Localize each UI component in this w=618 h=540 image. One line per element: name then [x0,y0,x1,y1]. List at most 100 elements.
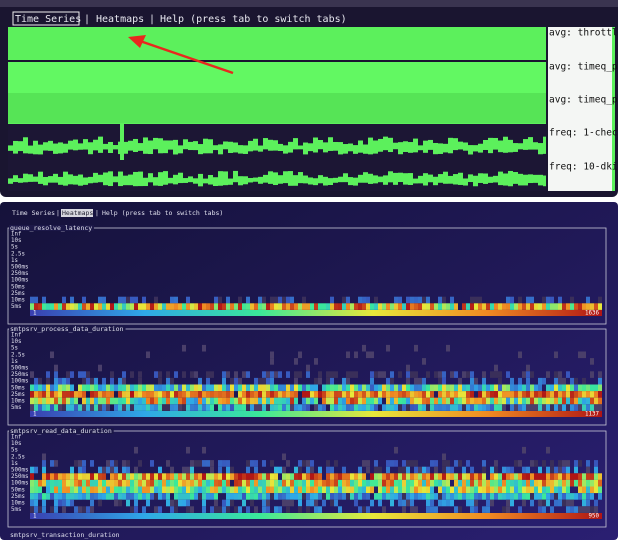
series-bar [328,137,333,151]
tab[interactable]: Help (press tab to switch tabs) [102,209,223,217]
heatmap-cell [94,486,98,494]
heatmap-cell [46,397,50,405]
heatmap-cell [370,404,374,411]
heatmap-cell [70,486,74,494]
heatmap-cell [114,466,118,474]
heatmap-cell [366,460,370,467]
spike [120,124,124,160]
heatmap-cell [202,303,206,310]
heatmap-cell [238,404,242,411]
heatmap-cell [34,506,38,513]
heatmap-cell [458,391,462,398]
heatmap-cell [50,303,54,310]
tab[interactable]: Time Series [15,14,81,25]
heatmap-cell [270,296,274,304]
heatmap-cell [510,384,514,392]
heatmap-cell [598,296,602,304]
heatmap-cell [406,371,410,378]
heatmap-cell [566,397,570,405]
heatmap-cell [586,473,590,480]
heatmap-cell [306,466,310,474]
heatmap-cell [102,473,106,480]
heatmap-cell [366,404,370,411]
heatmap-cell [62,391,66,398]
series-bar [303,175,308,184]
heatmap-cell [238,479,242,487]
series-bar [18,141,23,152]
heatmap-cell [566,460,570,467]
heatmap-cell [410,296,414,304]
heatmap-cell [186,486,190,494]
heatmap-cell [450,493,454,500]
heatmap-cell [266,377,270,385]
heatmap-cell [74,460,78,467]
heatmap-cell [394,493,398,500]
heatmap-cell [38,384,42,392]
heatmap-cell [366,493,370,500]
heatmap-cell [462,391,466,398]
heatmap-cell [346,384,350,392]
heatmap-cell [150,473,154,480]
tab[interactable]: Heatmaps [96,14,144,25]
heatmap-cell [390,473,394,480]
heatmap-cell [74,391,78,398]
heatmap-cell [346,479,350,487]
heatmap-cell [202,499,206,507]
heatmap-cell [62,397,66,405]
heatmap-cell [158,397,162,405]
heatmap-cell [274,296,278,304]
heatmap-cell [442,384,446,392]
heatmap-cell [274,493,278,500]
heatmap-cell [562,479,566,487]
series-bar [518,173,523,186]
heatmap-cell [550,384,554,392]
heatmap-cell [98,493,102,500]
series-bar [288,171,293,186]
heatmap-cell [410,479,414,487]
heatmap-cell [306,493,310,500]
heatmap-cell [422,303,426,310]
heatmap-cell [110,466,114,474]
series-bar [513,143,518,152]
heatmap-cell [262,397,266,405]
heatmap-cell [314,404,318,411]
tab[interactable]: Time Series [12,209,55,217]
heatmap-cell [554,351,558,359]
heatmap-cell [558,303,562,310]
series-bar [238,176,243,186]
heatmap-cell [410,506,414,513]
heatmap-cell [426,493,430,500]
heatmap-cell [434,473,438,480]
heatmap-cell [366,391,370,398]
heatmap-cell [286,486,290,494]
heatmap-cell [254,493,258,500]
series-bar [278,175,283,184]
heatmap-cell [70,397,74,405]
heatmap-cell [506,384,510,392]
series-bar [168,177,173,184]
heatmap-cell [270,479,274,487]
heatmap-cell [574,493,578,500]
tab[interactable]: Help (press tab to switch tabs) [160,14,347,25]
heatmap-cell [110,479,114,487]
heatmap-cell [134,486,138,494]
heatmap-cell [330,404,334,411]
y-axis-label: 2.5s [11,454,25,460]
heatmap-cell [262,404,266,411]
series-bar [248,177,253,183]
heatmap-cell [150,486,154,494]
heatmap-cell [534,460,538,467]
heatmap-cell [218,384,222,392]
heatmap-cell [98,296,102,304]
heatmap-cell [66,473,70,480]
heatmap-cell [90,493,94,500]
heatmap-cell [306,404,310,411]
heatmap-cell [358,466,362,474]
tab[interactable]: Heatmaps [62,209,93,217]
heatmap-cell [134,493,138,500]
heatmap-cell [390,493,394,500]
heatmap-cell [470,493,474,500]
heatmap-cell [510,296,514,304]
heatmap-cell [58,499,62,507]
heatmap-cell [298,493,302,500]
